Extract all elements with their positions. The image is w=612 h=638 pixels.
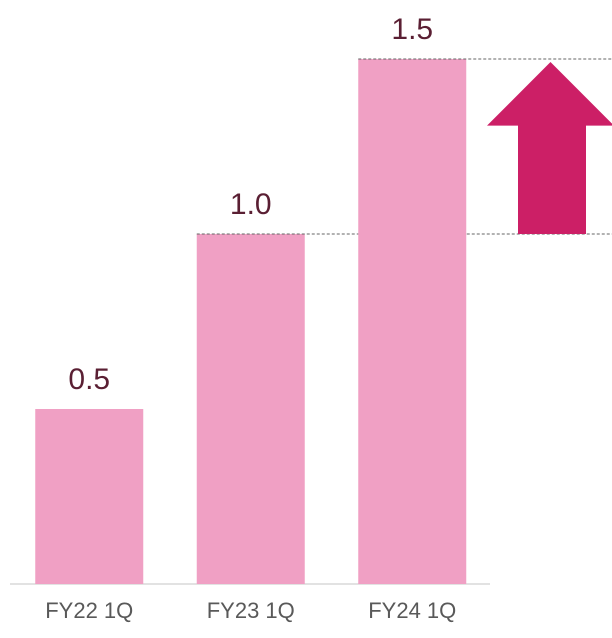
- value-label: 1.5: [391, 13, 433, 46]
- value-label: 0.5: [68, 363, 110, 396]
- bar: [196, 234, 305, 584]
- x-tick-label: FY22 1Q: [45, 598, 133, 623]
- bar: [358, 59, 467, 584]
- x-tick-label: FY23 1Q: [207, 598, 295, 623]
- growth-arrow: [487, 62, 612, 234]
- x-tick-label: FY24 1Q: [368, 598, 456, 623]
- value-label: 1.0: [230, 188, 272, 221]
- bar: [35, 409, 144, 584]
